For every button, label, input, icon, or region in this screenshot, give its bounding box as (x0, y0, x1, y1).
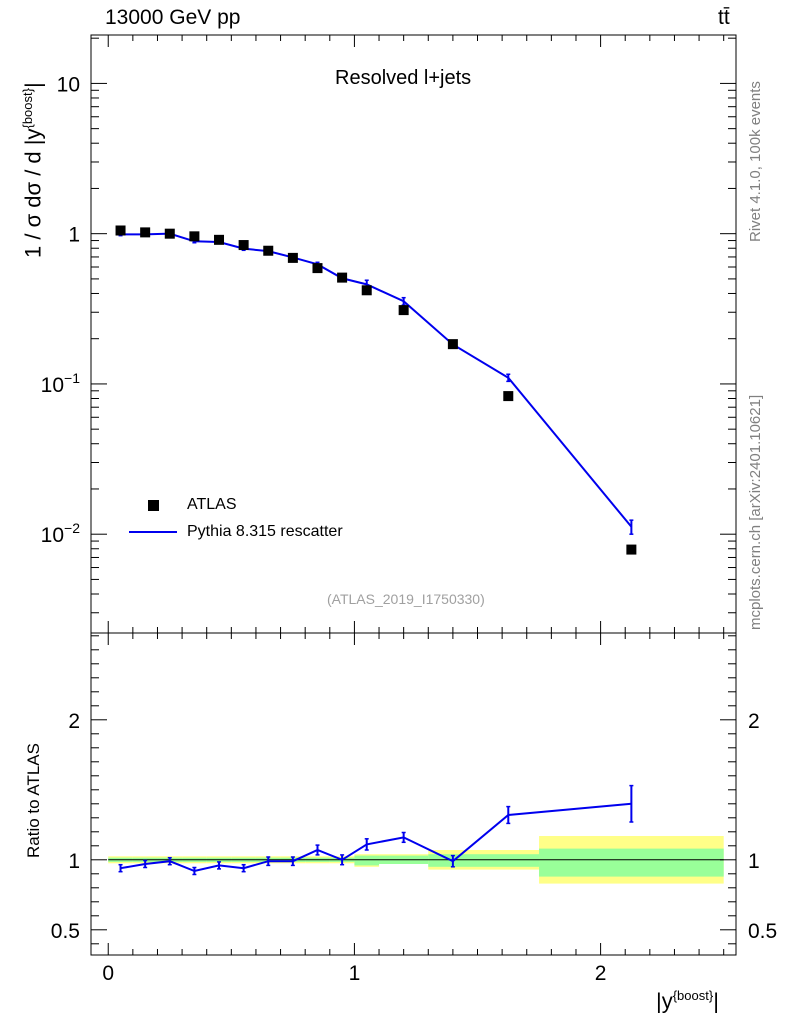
data-point (361, 285, 372, 296)
ratio-y-tick-label-right: 1 (748, 850, 760, 873)
legend-data-label: ATLAS (187, 496, 237, 513)
source-label: mcplots.cern.ch [arXiv:2401.10621] (747, 394, 764, 630)
main-y-tick-label: 10 (57, 73, 80, 96)
process-label: tt̄ (718, 6, 730, 29)
main-y-tick-label: 10−2 (41, 520, 81, 547)
data-point (312, 263, 323, 274)
analysis-id: (ATLAS_2019_I1750330) (327, 591, 485, 607)
rivet-label: Rivet 4.1.0, 100k events (747, 81, 764, 242)
data-point (238, 240, 249, 251)
data-point (337, 272, 348, 283)
ratio-band-inner (539, 848, 724, 877)
ratio-y-axis-label: Ratio to ATLAS (24, 743, 43, 858)
data-point (115, 225, 126, 236)
data-point (447, 339, 458, 350)
ratio-y-tick-label: 0.5 (51, 920, 80, 943)
main-plot-frame (90, 34, 737, 634)
main-y-axis-label: 1 / σ dσ / d |y{boost}| (20, 82, 46, 258)
main-y-tick-label: 10−1 (41, 370, 81, 397)
data-point (263, 245, 274, 256)
ratio-y-tick-label-right: 2 (748, 710, 760, 733)
data-point (626, 544, 637, 555)
data-point (503, 391, 514, 402)
plot-title: Resolved l+jets (335, 67, 472, 89)
ratio-band-inner (477, 854, 540, 867)
ratio-plot-frame (90, 632, 737, 956)
x-tick-label: 2 (595, 962, 607, 985)
data-point (189, 231, 200, 242)
main-y-tick-label: 1 (68, 224, 80, 247)
data-point (214, 234, 225, 245)
legend-mc-label: Pythia 8.315 rescatter (187, 523, 343, 540)
ratio-y-tick-label: 1 (68, 850, 80, 873)
ratio-band-inner (354, 855, 380, 866)
data-point (287, 252, 298, 263)
energy-label: 13000 GeV pp (105, 6, 241, 29)
data-point (164, 228, 175, 239)
mc-series-line (120, 232, 633, 528)
data-point (140, 227, 151, 238)
ratio-y-tick-label: 2 (68, 710, 80, 733)
x-tick-label: 1 (349, 962, 361, 985)
x-tick-label: 0 (102, 962, 114, 985)
x-axis-label: |y{boost}| (656, 988, 719, 1014)
ratio-y-tick-label-right: 0.5 (748, 920, 777, 943)
data-point (398, 305, 409, 316)
legend-data-marker (148, 500, 159, 511)
